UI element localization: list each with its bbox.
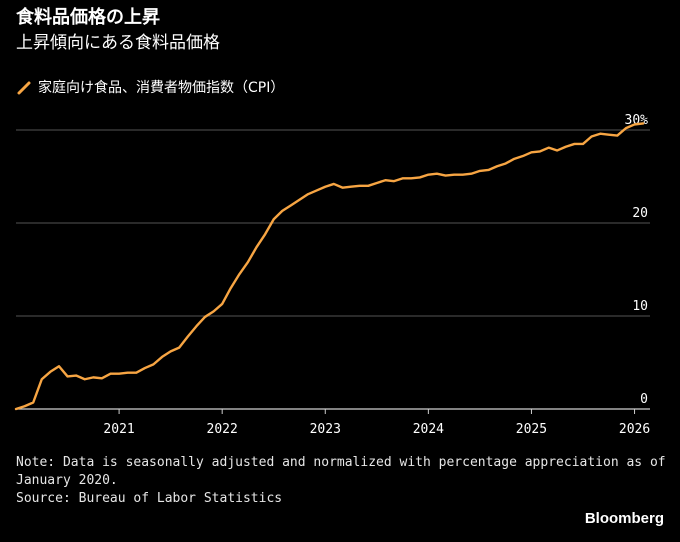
data-point <box>461 173 464 176</box>
data-point <box>358 185 361 187</box>
data-point <box>58 365 60 368</box>
data-point <box>367 185 370 187</box>
data-point <box>83 378 86 381</box>
data-point <box>272 218 275 221</box>
data-point <box>401 177 404 180</box>
data-point <box>487 169 490 171</box>
data-point <box>187 335 189 338</box>
data-point <box>307 193 309 195</box>
data-point <box>126 371 129 374</box>
data-point <box>204 316 206 318</box>
series-line-cpi <box>14 122 645 411</box>
data-point <box>590 135 593 138</box>
footnote: Note: Data is seasonally adjusted and no… <box>16 455 666 488</box>
data-point <box>264 233 266 235</box>
data-point <box>152 363 155 366</box>
data-point <box>40 378 43 381</box>
y-tick-label: 10 <box>632 299 648 314</box>
bloomberg-logo: Bloomberg <box>584 510 664 527</box>
data-point <box>118 372 120 375</box>
data-point <box>281 210 284 212</box>
data-point <box>607 133 610 136</box>
data-point <box>599 132 602 135</box>
data-point <box>212 310 215 313</box>
data-point <box>513 158 516 160</box>
data-point <box>255 246 258 248</box>
data-point <box>556 149 559 152</box>
data-point <box>444 174 447 177</box>
data-point <box>66 375 69 378</box>
data-point <box>195 325 198 328</box>
y-tick-label: 0 <box>640 392 648 407</box>
data-point <box>625 127 627 129</box>
data-point <box>504 162 507 165</box>
data-point <box>247 261 249 263</box>
x-axis: 2021 2022 2023 2024 2025 2026 <box>103 409 650 437</box>
x-tick-label: 2022 <box>207 422 238 437</box>
data-point <box>101 377 103 380</box>
line-chart: 2021 2022 2023 2024 2025 2026 0 10 20 30% <box>14 113 650 437</box>
data-point <box>410 177 412 180</box>
data-point <box>522 155 524 157</box>
chart-subtitle: 上昇傾向にある食料品価格 <box>16 33 220 53</box>
data-point <box>616 134 619 137</box>
data-point <box>75 374 77 377</box>
data-point <box>470 172 473 175</box>
data-point <box>376 182 378 184</box>
data-point <box>573 143 576 145</box>
data-point <box>135 371 138 374</box>
data-point <box>530 151 533 154</box>
data-point <box>324 185 327 188</box>
chart-title: 食料品価格の上昇 <box>16 7 160 28</box>
data-point <box>23 405 26 408</box>
x-tick-label: 2026 <box>619 422 650 437</box>
data-point <box>238 273 241 275</box>
series-points <box>15 122 644 410</box>
data-point <box>547 146 550 149</box>
data-point <box>539 150 541 153</box>
legend: 家庭向け食品、消費者物価指数（CPI） <box>16 78 284 98</box>
legend-label: 家庭向け食品、消費者物価指数（CPI） <box>38 80 285 96</box>
data-point <box>92 376 95 379</box>
data-point <box>333 183 335 185</box>
data-point <box>419 176 421 179</box>
data-point <box>49 371 52 373</box>
source-note: Source: Bureau of Labor Statistics <box>16 491 283 506</box>
data-point <box>479 170 481 172</box>
data-point <box>384 179 387 182</box>
data-point <box>436 172 438 175</box>
y-tick-label: 20 <box>632 206 648 221</box>
data-point <box>393 180 395 182</box>
x-tick-label: 2021 <box>103 422 134 437</box>
x-tick-label: 2025 <box>516 422 547 437</box>
data-point <box>341 186 344 189</box>
data-point <box>642 122 644 125</box>
grid-lines <box>16 129 650 410</box>
data-point <box>453 173 455 176</box>
data-point <box>582 143 584 145</box>
data-point <box>15 408 17 410</box>
data-point <box>109 372 112 375</box>
legend-swatch-icon <box>17 81 31 95</box>
data-point <box>315 189 318 192</box>
data-point <box>178 346 180 349</box>
data-point <box>229 287 232 289</box>
y-axis-labels: 0 10 20 30% <box>625 113 649 407</box>
data-point <box>161 356 163 358</box>
x-tick-label: 2023 <box>310 422 341 437</box>
data-point <box>427 173 430 176</box>
y-tick-label: 30% <box>625 113 649 128</box>
data-point <box>144 367 146 369</box>
data-point <box>221 303 223 305</box>
x-tick-label: 2024 <box>413 422 444 437</box>
data-point <box>290 204 292 207</box>
series-layer <box>14 122 645 411</box>
data-point <box>169 350 172 353</box>
data-point <box>32 401 35 404</box>
data-point <box>496 165 498 168</box>
data-point <box>298 198 301 201</box>
data-point <box>633 123 636 126</box>
data-point <box>350 185 352 188</box>
data-point <box>564 145 567 148</box>
